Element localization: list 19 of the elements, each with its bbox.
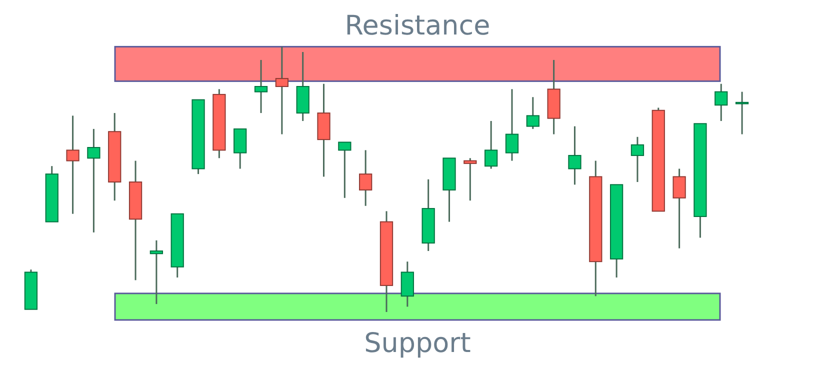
candlestick [672,168,686,250]
candlestick [234,128,247,170]
candlestick [630,136,644,183]
candlestick [526,96,540,130]
candlestick [464,157,477,202]
candlestick [66,114,80,215]
candlestick [400,260,414,308]
candlestick [359,149,372,207]
band-label: Resistance [344,10,490,42]
candlestick [568,126,582,186]
candlestick [254,59,268,114]
candlestick [275,46,288,135]
candlestick [484,120,498,170]
candlestick [87,128,100,234]
candlestick [505,88,519,162]
candlestick [150,240,164,305]
candlestick [338,141,352,199]
candlestick [714,83,728,122]
band-label: Support [364,328,471,359]
